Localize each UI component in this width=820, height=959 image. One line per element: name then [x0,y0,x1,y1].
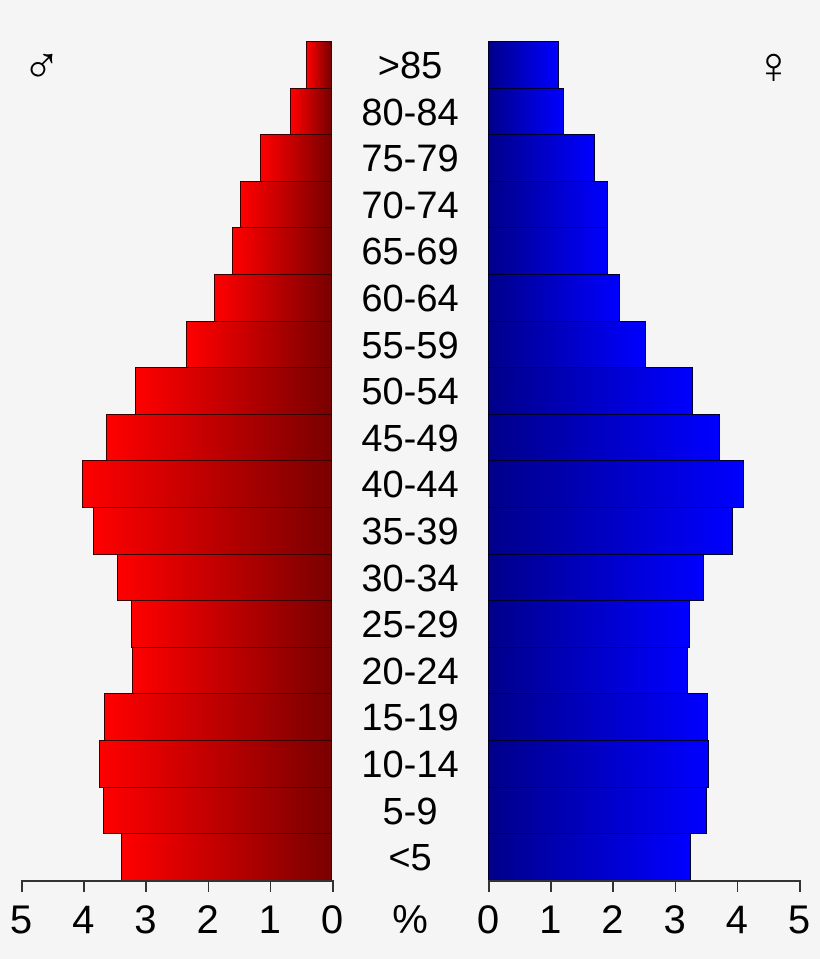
x-tick-label-female: 2 [601,898,624,942]
x-tick-female [674,880,677,892]
male-bar [81,460,332,508]
x-tick-female [799,880,801,892]
x-tick-label-female: 4 [725,898,748,942]
age-group-label: 75-79 [361,138,459,181]
female-bar [488,833,691,881]
female-bar [488,646,689,695]
female-bar [488,507,734,555]
female-bar [488,41,559,89]
age-group-label: 20-24 [361,650,459,693]
male-bar [106,413,332,462]
male-bar [103,786,332,835]
male-symbol-icon: ♂ [22,37,61,95]
x-tick-male [269,880,272,892]
male-bar [93,507,332,555]
age-group-label: 15-19 [361,697,459,740]
male-bar [99,740,332,788]
x-tick-male [332,880,334,892]
male-bar [289,87,332,136]
female-bar [488,320,646,369]
female-bar [488,460,745,508]
male-bar [231,227,332,275]
male-bar [186,320,332,369]
male-bar [214,274,332,322]
x-tick-female [736,880,739,892]
age-group-label: 60-64 [361,278,459,320]
male-bar [260,134,332,182]
female-bar [488,553,704,602]
female-bar [488,180,609,229]
x-tick-female [612,880,614,892]
male-bar [239,180,332,229]
age-group-label: >85 [377,45,443,87]
x-tick-label-male: 4 [72,898,95,942]
x-tick-female [550,880,552,892]
age-group-label: 70-74 [361,184,459,227]
x-tick-label-female: 0 [476,898,500,942]
male-bar [117,553,332,602]
female-bar [488,367,694,415]
female-symbol-icon: ♀ [754,37,793,95]
x-axis-unit-label: % [392,898,428,942]
male-bar [104,693,332,741]
female-bar [488,274,620,322]
x-tick-label-female: 1 [539,898,562,942]
x-tick-male [83,880,85,892]
age-group-label: 80-84 [361,91,459,134]
female-bar [488,413,720,462]
x-tick-label-male: 5 [9,898,33,942]
x-tick-male [207,880,210,892]
x-tick-label-male: 0 [320,898,344,942]
x-tick-female [488,880,490,892]
male-axis-line [21,880,332,882]
male-bar [131,600,332,648]
male-bar [305,41,332,89]
x-tick-male [145,880,147,892]
age-group-label: 25-29 [361,604,459,647]
female-bar [488,227,609,275]
age-group-label: 30-34 [361,557,459,600]
age-group-label: 35-39 [361,511,459,553]
female-bar [488,740,709,788]
age-group-label: <5 [388,837,432,880]
age-group-label: 65-69 [361,231,459,274]
x-tick-label-male: 2 [196,898,219,942]
age-group-label: 10-14 [361,744,459,786]
female-bar [488,693,709,741]
male-bar [135,367,332,415]
female-bar [488,87,564,136]
male-bar [132,646,332,695]
age-group-label: 45-49 [361,417,459,460]
age-group-label: 5-9 [382,790,438,833]
age-group-label: 40-44 [361,464,459,507]
female-bar [488,600,691,648]
female-bar [488,134,595,182]
x-tick-male [21,880,23,892]
female-bar [488,786,707,835]
x-tick-label-male: 1 [258,898,281,942]
x-tick-label-female: 5 [787,898,811,942]
x-tick-label-female: 3 [663,898,686,942]
x-tick-label-male: 3 [134,898,157,942]
age-group-label: 55-59 [361,324,459,367]
female-axis-line [488,880,799,882]
age-group-label: 50-54 [361,371,459,414]
male-bar [120,833,332,881]
